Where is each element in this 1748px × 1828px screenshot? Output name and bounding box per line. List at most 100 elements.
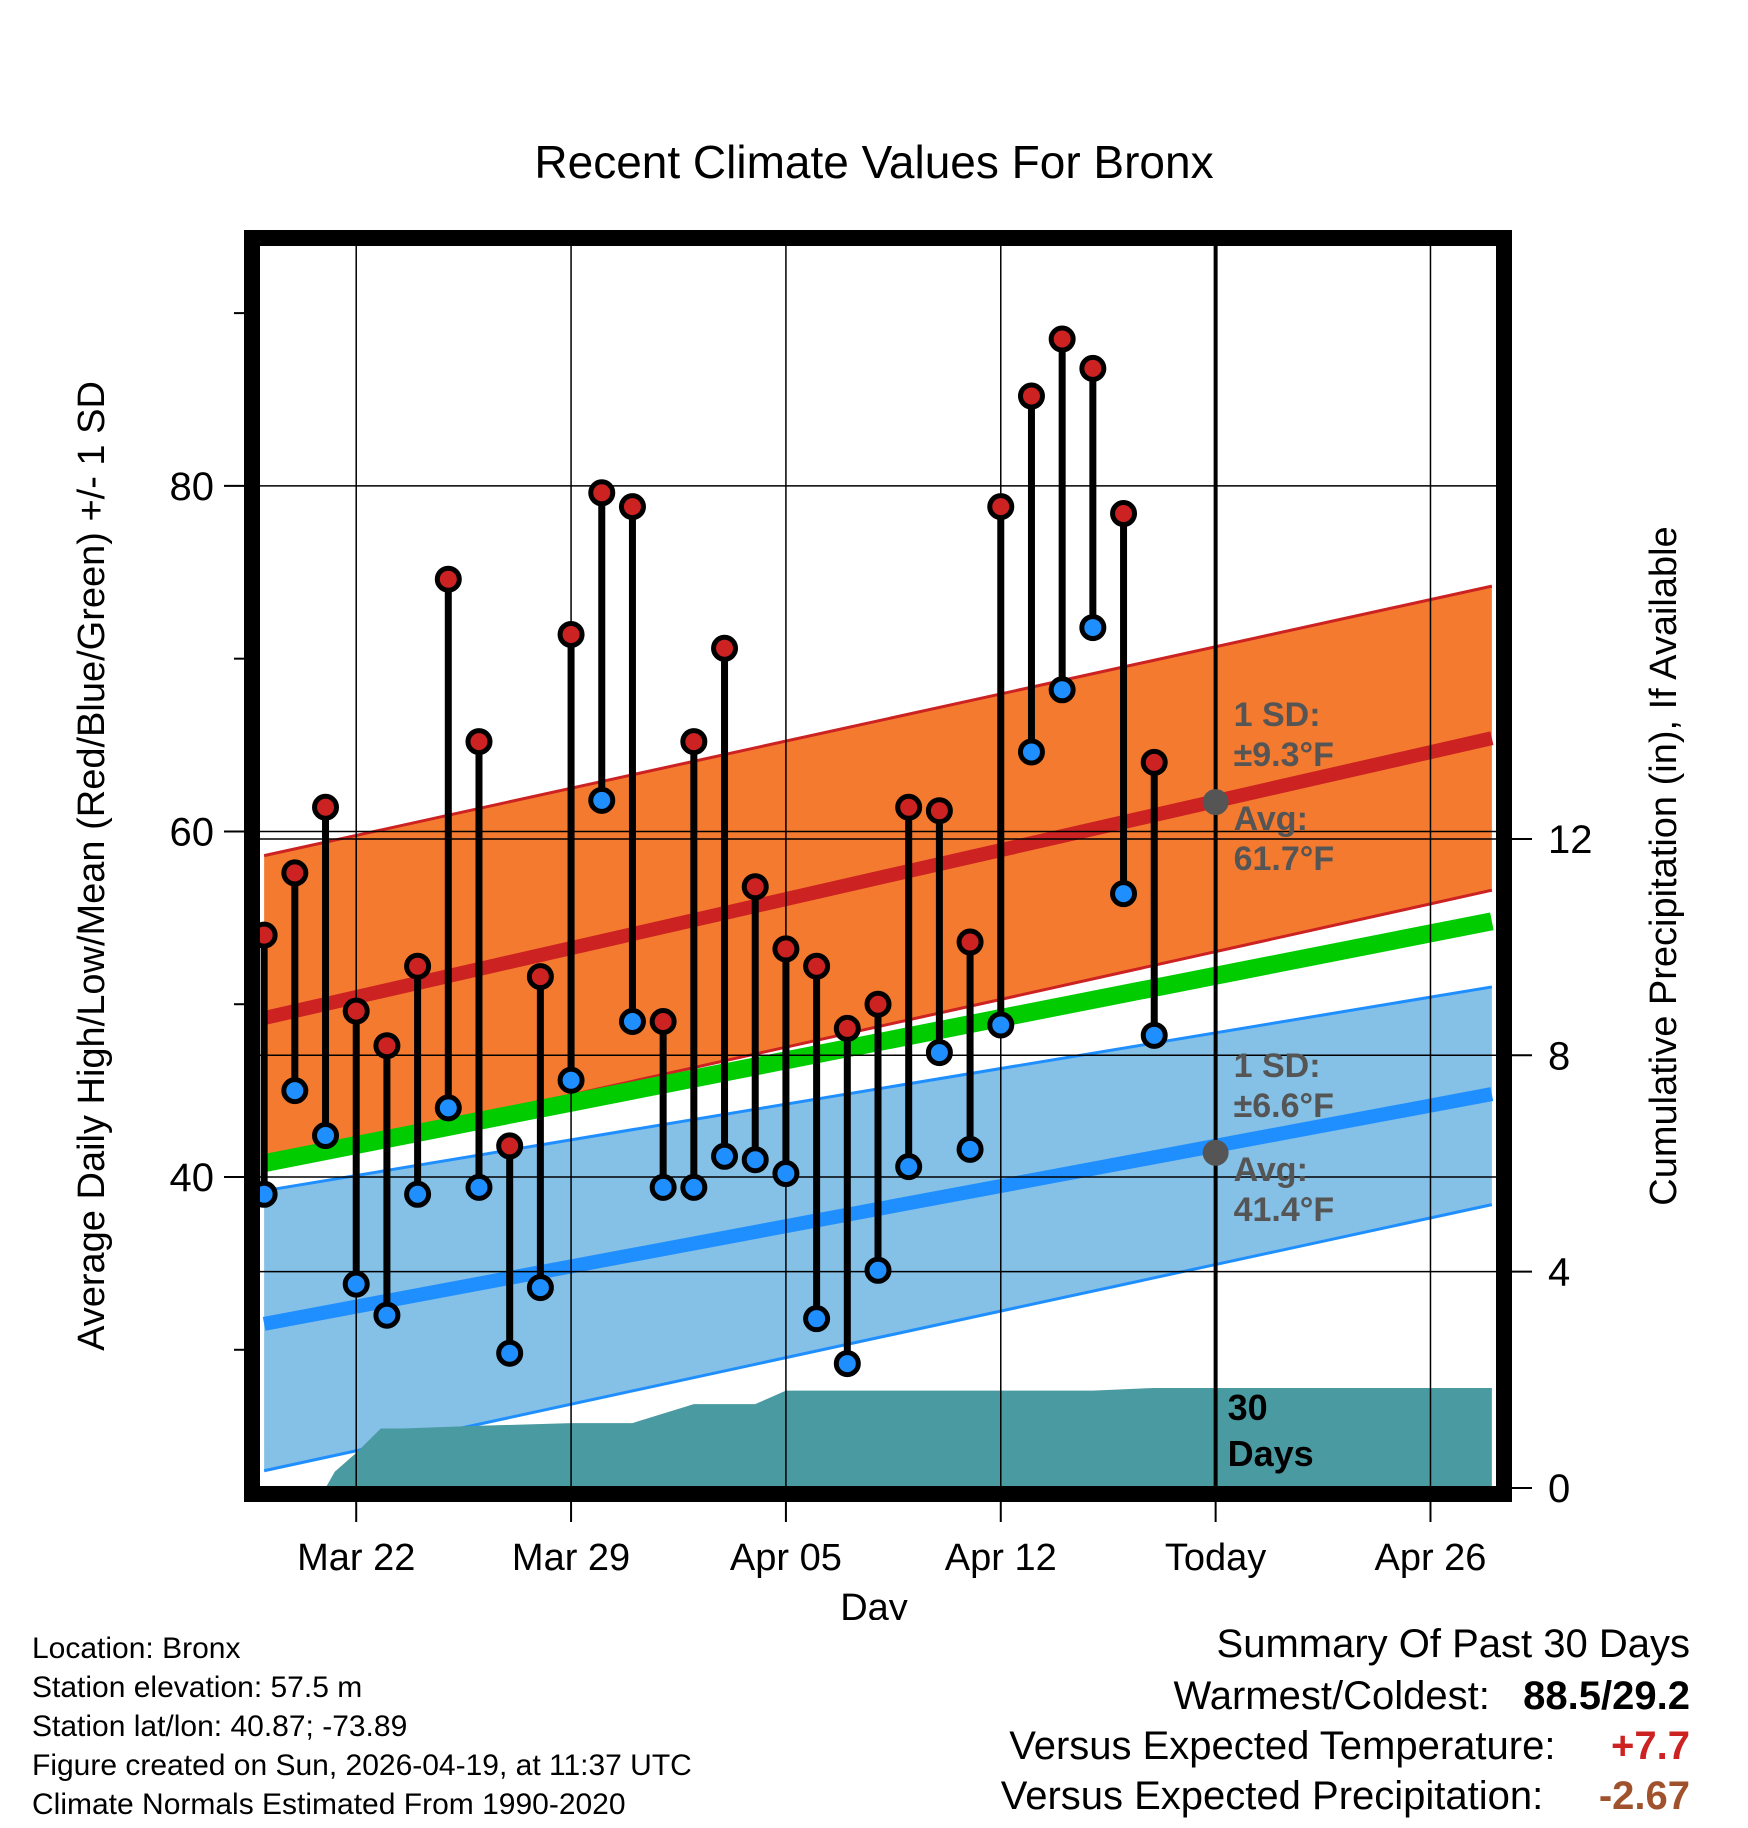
daily-high-point xyxy=(895,793,923,821)
daily-high-point xyxy=(557,620,585,648)
daily-low-point xyxy=(1017,738,1045,766)
high-avg-value: 61.7°F xyxy=(1234,840,1335,878)
daily-high-point xyxy=(588,479,616,507)
daily-high-point xyxy=(649,1008,677,1035)
daily-low-point xyxy=(956,1135,984,1163)
daily-low-point xyxy=(373,1301,401,1329)
daily-high-point xyxy=(956,928,984,956)
daily-low-point xyxy=(496,1339,524,1367)
daily-low-point xyxy=(649,1173,677,1201)
left-axis-label: Average Daily High/Low/Mean (Red/Blue/Gr… xyxy=(71,381,113,1351)
daily-low-point xyxy=(526,1274,554,1302)
daily-high-point xyxy=(496,1132,524,1160)
daily-low-point xyxy=(741,1146,769,1174)
info-normals: Climate Normals Estimated From 1990-2020 xyxy=(32,1788,626,1821)
summary-precipitation: Versus Expected Precipitation: -2.67 xyxy=(1001,1776,1690,1816)
precip-label: Versus Expected Precipitation: xyxy=(1000,1774,1544,1818)
daily-high-point xyxy=(404,952,432,980)
left-tick-label-2: 80 xyxy=(170,465,215,509)
daily-high-point xyxy=(772,935,800,963)
x-tick-label-2: Apr 05 xyxy=(730,1537,842,1579)
daily-low-point xyxy=(833,1350,861,1378)
low-sd-label: 1 SD: xyxy=(1234,1047,1321,1085)
summary-warmest: Warmest/Coldest: 88.5/29.2 xyxy=(1173,1676,1690,1716)
daily-high-point xyxy=(312,793,340,821)
window-label-days: Days xyxy=(1228,1433,1314,1474)
right-tick-label-2: 8 xyxy=(1548,1034,1570,1078)
right-tick-label-0: 0 xyxy=(1548,1467,1570,1511)
daily-high-point xyxy=(987,493,1015,521)
daily-low-point xyxy=(1048,676,1076,704)
daily-high-point xyxy=(618,493,646,521)
daily-low-point xyxy=(342,1270,370,1298)
daily-low-point xyxy=(772,1160,800,1188)
info-location: Location: Bronx xyxy=(32,1632,241,1665)
daily-high-point xyxy=(1017,382,1045,410)
low-avg-label: Avg: xyxy=(1234,1151,1308,1189)
daily-low-point xyxy=(987,1011,1015,1039)
info-latlon: Station lat/lon: 40.87; -73.89 xyxy=(32,1710,408,1743)
summary-temperature: Versus Expected Temperature: +7.7 xyxy=(1009,1726,1690,1766)
high-sd-label: 1 SD: xyxy=(1234,696,1321,734)
daily-low-point xyxy=(588,786,616,814)
daily-high-point xyxy=(281,859,309,887)
low-sd-value: ±6.6°F xyxy=(1234,1087,1334,1125)
daily-low-point xyxy=(281,1077,309,1105)
daily-low-point xyxy=(680,1173,708,1201)
daily-high-point xyxy=(1110,500,1138,528)
x-tick-label-1: Mar 29 xyxy=(512,1537,630,1579)
daily-low-point xyxy=(557,1066,585,1094)
daily-low-point xyxy=(1110,880,1138,908)
daily-high-point xyxy=(434,565,462,593)
summary-heading-text: Summary Of Past 30 Days xyxy=(1216,1622,1690,1666)
temp-label: Versus Expected Temperature: xyxy=(1009,1724,1556,1768)
daily-low-point xyxy=(864,1256,892,1284)
daily-high-point xyxy=(864,990,892,1018)
right-tick-label-1: 4 xyxy=(1548,1251,1570,1295)
daily-high-point xyxy=(803,952,831,980)
summary-heading: Summary Of Past 30 Days xyxy=(1217,1624,1690,1664)
daily-low-point xyxy=(404,1180,432,1208)
high-sd-value: ±9.3°F xyxy=(1234,736,1334,774)
daily-high-point xyxy=(342,997,370,1025)
left-tick-label-0: 40 xyxy=(170,1156,215,1200)
daily-high-point xyxy=(526,963,554,991)
high-band-upper-edge xyxy=(263,584,1493,858)
window-label-number: 30 xyxy=(1228,1387,1268,1428)
x-tick-label-5: Apr 26 xyxy=(1374,1537,1486,1579)
daily-high-point xyxy=(1048,325,1076,353)
plot-frame xyxy=(244,230,1512,1502)
right-tick-label-3: 12 xyxy=(1548,818,1593,862)
temp-value: +7.7 xyxy=(1611,1724,1690,1768)
daily-high-point xyxy=(925,797,953,825)
daily-high-point xyxy=(465,728,493,756)
info-elevation: Station elevation: 57.5 m xyxy=(32,1671,363,1704)
daily-series xyxy=(250,325,1168,1378)
daily-low-point xyxy=(465,1173,493,1201)
high-normal-line xyxy=(262,731,1494,1025)
daily-low-point xyxy=(803,1305,831,1333)
daily-low-point xyxy=(711,1142,739,1170)
high-avg-label: Avg: xyxy=(1234,800,1308,838)
daily-high-point xyxy=(680,728,708,756)
daily-high-point xyxy=(1079,354,1107,382)
daily-low-point xyxy=(1079,614,1107,642)
daily-low-point xyxy=(925,1039,953,1067)
low-avg-today-dot xyxy=(1202,1139,1229,1166)
daily-low-point xyxy=(618,1008,646,1035)
x-tick-label-3: Apr 12 xyxy=(945,1537,1057,1579)
high-avg-today-dot xyxy=(1202,789,1229,816)
low-avg-value: 41.4°F xyxy=(1234,1191,1335,1229)
x-axis-label: Day xyxy=(840,1587,908,1620)
daily-high-point xyxy=(833,1014,861,1042)
daily-low-point xyxy=(895,1153,923,1181)
daily-high-point xyxy=(741,873,769,901)
x-tick-label-4: Today xyxy=(1165,1537,1266,1579)
x-tick-label-0: Mar 22 xyxy=(297,1537,415,1579)
precip-value: -2.67 xyxy=(1598,1774,1690,1818)
daily-high-point xyxy=(711,634,739,662)
daily-high-point xyxy=(373,1032,401,1060)
left-tick-label-1: 60 xyxy=(170,810,215,854)
